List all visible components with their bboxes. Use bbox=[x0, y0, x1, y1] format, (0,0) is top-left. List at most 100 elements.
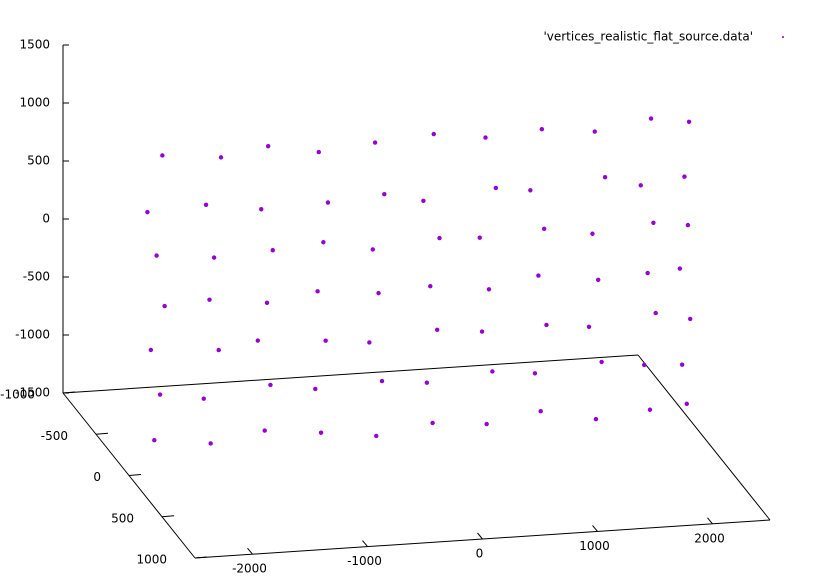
y-tick bbox=[62, 391, 76, 394]
data-point bbox=[479, 329, 485, 334]
data-point bbox=[528, 188, 533, 193]
data-point bbox=[431, 131, 436, 137]
data-point bbox=[321, 240, 326, 245]
data-point bbox=[372, 140, 378, 145]
data-point bbox=[541, 226, 547, 232]
data-point bbox=[486, 287, 492, 292]
x-tick bbox=[707, 517, 713, 525]
data-point bbox=[379, 378, 385, 384]
data-point bbox=[421, 198, 426, 204]
data-point bbox=[382, 191, 387, 197]
data-point bbox=[685, 222, 691, 228]
z-tick-label: 0 bbox=[42, 212, 50, 226]
data-point bbox=[270, 248, 275, 253]
data-point bbox=[208, 441, 213, 446]
data-point bbox=[539, 127, 545, 132]
data-point bbox=[593, 416, 599, 422]
data-point bbox=[596, 277, 601, 282]
data-point bbox=[268, 382, 273, 388]
data-point bbox=[592, 129, 597, 134]
data-point bbox=[318, 430, 324, 435]
y-tick-label: 500 bbox=[111, 511, 134, 525]
data-point bbox=[651, 220, 656, 225]
x-tick bbox=[477, 532, 483, 540]
data-point bbox=[376, 290, 381, 296]
data-point bbox=[265, 143, 271, 149]
data-point bbox=[255, 338, 260, 343]
data-point bbox=[648, 116, 654, 121]
data-point bbox=[424, 380, 430, 385]
data-point bbox=[211, 255, 217, 260]
y-tick-label: 1000 bbox=[136, 553, 167, 567]
data-point bbox=[430, 420, 435, 426]
base-back-edge bbox=[62, 354, 639, 394]
data-point bbox=[490, 369, 495, 374]
data-point bbox=[154, 253, 159, 258]
x-tick bbox=[247, 547, 253, 555]
data-point bbox=[316, 149, 321, 155]
data-point bbox=[428, 284, 433, 289]
data-point bbox=[325, 200, 331, 205]
data-point bbox=[599, 359, 604, 365]
data-point bbox=[435, 327, 440, 333]
z-tick-label: 500 bbox=[27, 154, 50, 168]
y-tick bbox=[161, 515, 175, 518]
data-point bbox=[484, 421, 489, 427]
data-point bbox=[679, 362, 685, 367]
y-tick bbox=[95, 432, 109, 435]
plot-area bbox=[145, 116, 693, 446]
data-point bbox=[262, 428, 267, 433]
data-point bbox=[203, 202, 209, 207]
data-point bbox=[264, 300, 270, 306]
legend-marker bbox=[782, 36, 784, 38]
data-point bbox=[532, 371, 538, 376]
data-point bbox=[323, 338, 328, 343]
data-point bbox=[645, 270, 650, 276]
x-tick bbox=[362, 540, 368, 547]
data-point bbox=[477, 235, 482, 240]
data-point bbox=[653, 310, 658, 316]
data-point bbox=[216, 347, 221, 353]
base-right-edge bbox=[637, 354, 771, 521]
x-tick-label: 0 bbox=[476, 547, 484, 561]
data-point bbox=[315, 289, 320, 294]
data-point bbox=[602, 175, 608, 180]
y-tick-label: -500 bbox=[41, 429, 68, 443]
legend-label: 'vertices_realistic_flat_source.data' bbox=[543, 30, 753, 44]
x-tick bbox=[592, 525, 598, 532]
y-tick-label: 0 bbox=[93, 470, 101, 484]
x-tick-label: -1000 bbox=[347, 554, 382, 568]
data-point bbox=[162, 303, 167, 309]
data-point bbox=[207, 297, 212, 302]
y-tick bbox=[128, 474, 142, 476]
data-point bbox=[586, 324, 592, 329]
data-point bbox=[647, 407, 653, 412]
y-tick bbox=[194, 556, 208, 559]
data-point bbox=[684, 401, 689, 407]
data-point bbox=[201, 396, 206, 401]
data-point bbox=[590, 231, 595, 236]
data-point bbox=[493, 185, 499, 191]
x-tick-label: 2000 bbox=[694, 531, 725, 545]
y-tick-label: -1000 bbox=[0, 388, 35, 402]
data-point bbox=[152, 437, 157, 443]
data-point bbox=[538, 408, 543, 414]
x-tick-label: -2000 bbox=[232, 562, 267, 576]
data-point bbox=[148, 347, 154, 353]
x-tick-label: 1000 bbox=[579, 539, 610, 553]
z-tick-label: -1500 bbox=[15, 386, 50, 400]
data-point bbox=[536, 273, 541, 278]
data-point bbox=[367, 340, 372, 345]
data-point bbox=[686, 119, 692, 125]
z-tick-label: 1500 bbox=[19, 38, 50, 52]
z-tick-label: -500 bbox=[23, 270, 50, 284]
data-point bbox=[160, 153, 165, 158]
data-point bbox=[642, 362, 647, 368]
data-point bbox=[370, 247, 375, 252]
data-point bbox=[157, 392, 163, 397]
data-point bbox=[677, 266, 683, 271]
data-point bbox=[437, 235, 442, 241]
z-tick-label: -1000 bbox=[15, 328, 50, 342]
data-point bbox=[313, 386, 318, 392]
